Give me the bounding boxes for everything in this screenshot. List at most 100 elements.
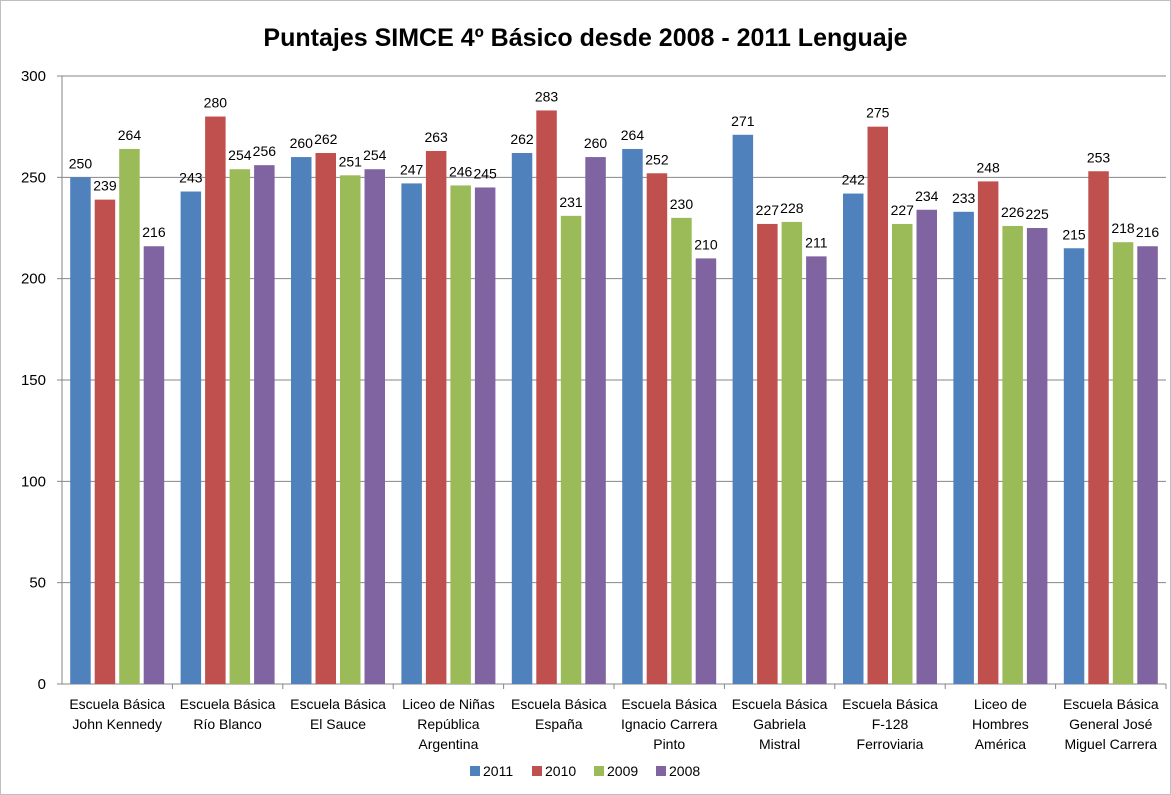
- x-category-label: Escuela Básica: [732, 696, 828, 712]
- bar-2010: [425, 150, 447, 684]
- bar-2008: [916, 209, 937, 684]
- x-category-label: Liceo de Niñas: [402, 696, 495, 712]
- data-label: 230: [670, 196, 694, 212]
- data-label: 271: [731, 113, 755, 129]
- data-label: 275: [866, 105, 890, 121]
- bar-2011: [291, 157, 312, 685]
- bar-2008: [1026, 228, 1048, 684]
- chart-title: Puntajes SIMCE 4º Básico desde 2008 - 20…: [263, 24, 908, 52]
- bar-2009: [671, 217, 692, 684]
- bar-2009: [892, 223, 913, 685]
- bar-2009: [119, 148, 140, 684]
- x-category-label: Ignacio Carrera: [621, 716, 718, 732]
- bar-2010: [867, 126, 888, 684]
- data-label: 227: [891, 202, 915, 218]
- data-label: 218: [1111, 220, 1135, 236]
- bar-2011: [1063, 248, 1085, 684]
- x-category-label: Río Blanco: [193, 716, 262, 732]
- bar-2011: [843, 193, 864, 684]
- legend-swatch-2009: [594, 766, 604, 776]
- x-category-label: Gabriela: [753, 716, 806, 732]
- data-label: 260: [584, 135, 608, 151]
- x-category-label: General José: [1069, 716, 1152, 732]
- bar-2009: [1112, 242, 1134, 685]
- x-category-label: Miguel Carrera: [1065, 736, 1158, 752]
- bar-2010: [94, 199, 116, 685]
- bar-2008: [585, 157, 606, 685]
- x-category-label: John Kennedy: [72, 716, 162, 732]
- bar-2011: [732, 134, 754, 685]
- bar-2009: [229, 169, 251, 684]
- bar-2010: [977, 181, 999, 685]
- x-category-label: América: [975, 736, 1027, 752]
- bar-2009: [1002, 225, 1023, 684]
- data-label: 262: [314, 131, 338, 147]
- data-label: 216: [1136, 224, 1160, 240]
- bar-2010: [757, 223, 778, 685]
- legend-label: 2008: [669, 763, 700, 779]
- x-category-label: Escuela Básica: [180, 696, 276, 712]
- data-label: 247: [400, 161, 424, 177]
- x-category-label: Escuela Básica: [511, 696, 607, 712]
- x-category-label: Escuela Básica: [1063, 696, 1159, 712]
- data-label: 211: [805, 234, 828, 250]
- y-tick-label: 150: [21, 372, 46, 389]
- data-label: 253: [1087, 149, 1111, 165]
- x-category-label: Escuela Básica: [621, 696, 717, 712]
- data-label: 228: [780, 200, 804, 216]
- data-label: 260: [290, 135, 314, 151]
- bar-2010: [1088, 171, 1109, 685]
- data-label: 256: [253, 143, 277, 159]
- bar-2011: [180, 191, 202, 684]
- legend-label: 2011: [483, 763, 513, 779]
- data-label: 216: [142, 224, 166, 240]
- bar-2009: [450, 185, 471, 684]
- x-category-label: F-128: [872, 716, 909, 732]
- data-label: 227: [756, 202, 780, 218]
- x-category-label: El Sauce: [310, 716, 366, 732]
- legend-swatch-2008: [656, 766, 666, 776]
- data-label: 210: [694, 236, 718, 252]
- bar-2008: [143, 246, 165, 685]
- data-label: 254: [228, 147, 252, 163]
- data-label: 280: [204, 95, 228, 111]
- bar-2009: [560, 215, 582, 684]
- data-label: 283: [535, 88, 559, 104]
- legend-swatch-2010: [532, 766, 542, 776]
- data-label: 263: [424, 129, 448, 145]
- bar-2011: [70, 177, 91, 685]
- data-label: 254: [363, 147, 387, 163]
- data-label: 239: [93, 178, 117, 194]
- data-label: 243: [179, 170, 203, 186]
- x-category-label: Liceo de: [974, 696, 1027, 712]
- bar-2010: [536, 110, 557, 685]
- x-category-label: Mistral: [759, 736, 800, 752]
- bar-2008: [1137, 246, 1158, 685]
- data-label: 226: [1001, 204, 1025, 220]
- data-label: 242: [842, 172, 866, 188]
- data-label: 251: [339, 153, 363, 169]
- data-label: 250: [69, 155, 93, 171]
- bar-2008: [695, 258, 717, 684]
- y-tick-label: 250: [21, 169, 46, 186]
- x-category-label: Escuela Básica: [842, 696, 938, 712]
- y-tick-label: 200: [21, 271, 46, 288]
- data-label: 234: [915, 188, 939, 204]
- bar-2008: [254, 165, 275, 684]
- bar-2008: [364, 169, 385, 684]
- x-category-label: Argentina: [418, 736, 478, 752]
- x-category-label: Escuela Básica: [69, 696, 165, 712]
- data-label: 264: [621, 127, 645, 143]
- bar-2010: [205, 116, 226, 685]
- x-category-label: República: [417, 716, 479, 732]
- bar-2011: [622, 148, 643, 684]
- data-label: 262: [510, 131, 534, 147]
- x-category-label: Pinto: [653, 736, 685, 752]
- x-category-label: Hombres: [972, 716, 1029, 732]
- bar-2009: [340, 175, 361, 684]
- data-label: 231: [559, 194, 583, 210]
- data-label: 264: [118, 127, 142, 143]
- data-label: 225: [1025, 206, 1049, 222]
- legend-label: 2009: [607, 763, 638, 779]
